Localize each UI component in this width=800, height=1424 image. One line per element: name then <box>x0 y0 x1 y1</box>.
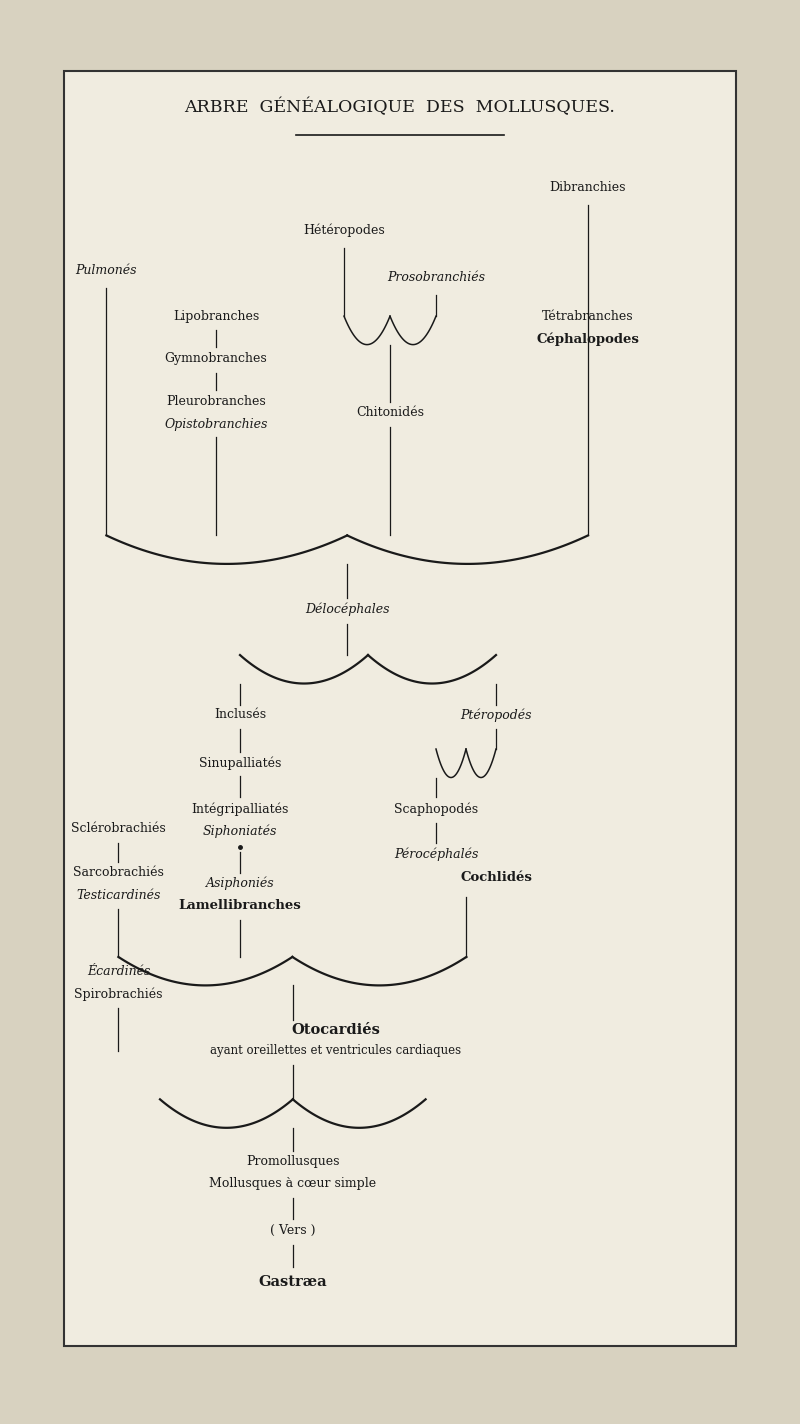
Text: Gastræa: Gastræa <box>258 1274 327 1289</box>
Text: Hétéropodes: Hétéropodes <box>303 224 385 238</box>
Text: ARBRE  GÉNÉALOGIQUE  DES  MOLLUSQUES.: ARBRE GÉNÉALOGIQUE DES MOLLUSQUES. <box>185 98 615 115</box>
Text: Sarcobrachiés: Sarcobrachiés <box>73 866 164 880</box>
Text: Intégripalliatés: Intégripalliatés <box>191 802 289 816</box>
Text: Ptéropodés: Ptéropodés <box>460 708 532 722</box>
Text: Spirobrachiés: Spirobrachiés <box>74 987 162 1001</box>
Text: ayant oreillettes et ventricules cardiaques: ayant oreillettes et ventricules cardiaq… <box>210 1044 462 1058</box>
Text: Sinupalliatés: Sinupalliatés <box>199 756 281 770</box>
Text: Asiphoniés: Asiphoniés <box>206 876 274 890</box>
Text: Tétrabranches: Tétrabranches <box>542 309 634 323</box>
Text: Promollusques: Promollusques <box>246 1155 339 1169</box>
Text: Scaphopodés: Scaphopodés <box>394 802 478 816</box>
Text: Sclérobrachiés: Sclérobrachiés <box>71 822 166 836</box>
Text: Chitonidés: Chitonidés <box>357 406 424 420</box>
Text: Céphalopodes: Céphalopodes <box>537 332 639 346</box>
Text: ( Vers ): ( Vers ) <box>270 1223 315 1237</box>
Text: Pulmonés: Pulmonés <box>76 263 137 278</box>
Text: Inclusés: Inclusés <box>214 708 266 722</box>
Text: Écardinés: Écardinés <box>86 964 150 978</box>
Text: Otocardiés: Otocardiés <box>291 1022 381 1037</box>
Text: Cochlidés: Cochlidés <box>460 870 532 884</box>
Text: Prosobranchiés: Prosobranchiés <box>387 271 485 285</box>
Text: Lamellibranches: Lamellibranches <box>178 899 302 913</box>
Text: Siphoniatés: Siphoniatés <box>203 824 277 839</box>
Text: Opistobranchies: Opistobranchies <box>164 417 268 431</box>
Text: Délocéphales: Délocéphales <box>305 602 390 617</box>
Text: Lipobranches: Lipobranches <box>173 309 259 323</box>
Text: Dibranchies: Dibranchies <box>550 181 626 195</box>
FancyBboxPatch shape <box>64 71 736 1346</box>
Text: Pérocéphalés: Pérocéphalés <box>394 847 478 862</box>
Text: Gymnobranches: Gymnobranches <box>165 352 267 366</box>
Text: Testicardinés: Testicardinés <box>76 889 161 903</box>
Text: Pleurobranches: Pleurobranches <box>166 394 266 409</box>
Text: Mollusques à cœur simple: Mollusques à cœur simple <box>210 1176 376 1190</box>
